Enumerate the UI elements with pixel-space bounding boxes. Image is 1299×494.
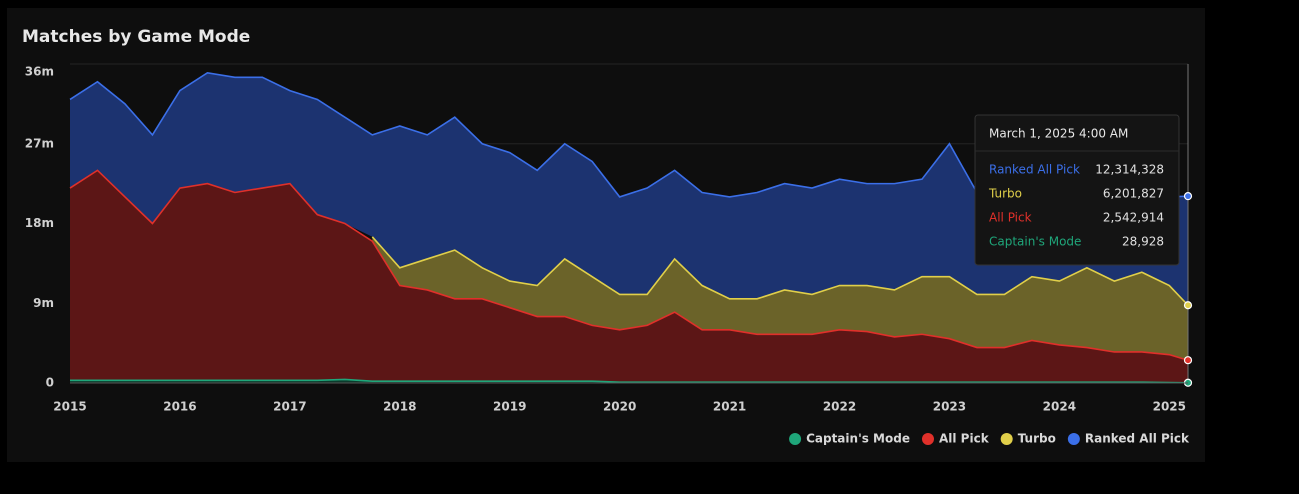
tooltip-name: All Pick — [989, 211, 1032, 225]
y-tick-label: 9m — [33, 296, 54, 310]
y-tick-label: 0 — [46, 376, 54, 390]
tooltip-box — [974, 114, 1180, 266]
hover-dot — [1183, 356, 1193, 365]
area-line — [69, 169, 1189, 361]
tooltip-value: 6,201,827 — [1103, 187, 1164, 201]
legend-label: All Pick — [939, 432, 990, 446]
hover-dot — [1183, 301, 1193, 310]
y-tick-label: 36m — [25, 65, 54, 79]
x-tick-label: 2018 — [383, 400, 416, 414]
x-tick-label: 2017 — [273, 400, 306, 414]
tooltip-value: 12,314,328 — [1095, 163, 1164, 177]
hover-dot — [1183, 192, 1193, 201]
legend-swatch — [1000, 433, 1013, 445]
tooltip-name: Turbo — [988, 187, 1022, 201]
x-tick-label: 2025 — [1153, 400, 1186, 414]
area-line — [70, 378, 1189, 384]
x-tick-label: 2020 — [603, 400, 636, 414]
x-tick-label: 2015 — [53, 400, 86, 414]
x-tick-label: 2016 — [163, 400, 196, 414]
legend-label: Ranked All Pick — [1085, 432, 1190, 446]
tooltip-value: 28,928 — [1122, 235, 1164, 249]
x-tick-label: 2021 — [713, 400, 746, 414]
x-tick-label: 2024 — [1043, 400, 1076, 414]
tooltip-title: March 1, 2025 4:00 AM — [989, 127, 1128, 141]
area — [70, 170, 1188, 383]
x-tick-label: 2023 — [933, 400, 966, 414]
area — [70, 72, 1188, 306]
tooltip-name: Ranked All Pick — [989, 163, 1080, 177]
legend-label: Captain's Mode — [806, 432, 910, 446]
legend-swatch — [1067, 433, 1080, 445]
area-line — [371, 236, 1189, 306]
y-tick-label: 27m — [25, 136, 54, 150]
legend-swatch — [789, 433, 802, 445]
legend-swatch — [921, 433, 934, 445]
tooltip-name: Captain's Mode — [989, 235, 1081, 249]
x-tick-label: 2019 — [493, 400, 526, 414]
chart-title: Matches by Game Mode — [22, 27, 250, 47]
x-tick-label: 2022 — [823, 400, 856, 414]
tooltip-value: 2,542,914 — [1103, 211, 1164, 225]
legend-label: Turbo — [1018, 432, 1056, 446]
area — [372, 236, 1188, 361]
y-tick-label: 18m — [25, 216, 54, 230]
